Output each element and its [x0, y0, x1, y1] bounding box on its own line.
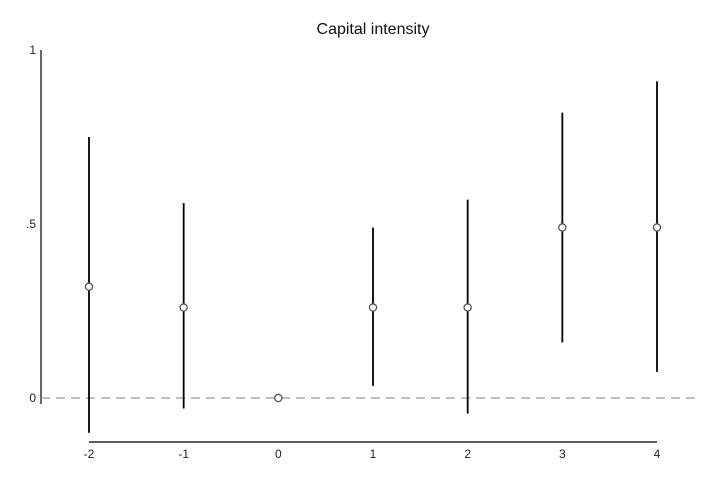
- point-estimate-marker: [463, 303, 472, 312]
- x-tick-label: 0: [275, 447, 282, 461]
- point-estimate-marker: [84, 282, 94, 291]
- point-estimate-marker: [274, 393, 283, 403]
- x-tick-label: 1: [370, 447, 377, 461]
- y-tick-label: 1: [29, 43, 36, 57]
- axes-layer: [40, 50, 657, 443]
- point-estimate-marker: [179, 303, 188, 312]
- y-tick-label: .5: [26, 217, 36, 231]
- x-tick-label: -1: [178, 447, 189, 461]
- point-estimate-marker: [652, 223, 662, 232]
- x-tick-label: 4: [654, 447, 661, 461]
- tick-layer: 0 .5 1 -2 -1 0 1 2 3 4: [26, 43, 661, 461]
- y-tick-label: 0: [29, 391, 36, 405]
- x-tick-label: 2: [464, 447, 471, 461]
- point-estimate-marker: [368, 303, 378, 312]
- x-tick-label: 3: [559, 447, 566, 461]
- ci-layer: [88, 81, 658, 433]
- x-tick-label: -2: [84, 447, 95, 461]
- point-estimate-marker: [558, 223, 567, 232]
- marker-layer: [84, 223, 662, 403]
- chart-title: Capital intensity: [317, 21, 430, 38]
